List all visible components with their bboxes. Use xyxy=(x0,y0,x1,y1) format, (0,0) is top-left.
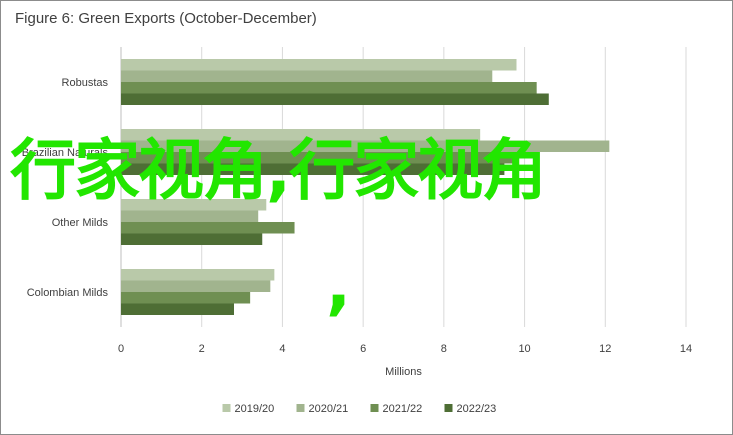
bar-2021-22 xyxy=(121,82,537,94)
x-tick-label: 4 xyxy=(279,343,285,355)
bar-2019-20 xyxy=(121,199,267,211)
x-tick-label: 8 xyxy=(441,343,447,355)
bar-2020-21 xyxy=(121,140,610,152)
legend-swatch xyxy=(444,404,453,412)
category-label: Colombian Milds xyxy=(27,287,109,299)
bar-2020-21 xyxy=(121,280,271,292)
bar-2019-20 xyxy=(121,129,481,141)
legend-label: 2019/20 xyxy=(235,403,275,415)
bar-2021-22 xyxy=(121,222,295,234)
chart-title: Figure 6: Green Exports (October-Decembe… xyxy=(15,10,317,27)
legend-label: 2022/23 xyxy=(457,403,497,415)
bar-2022-23 xyxy=(121,163,505,175)
bar-2020-21 xyxy=(121,70,493,82)
bar-2019-20 xyxy=(121,59,517,71)
bar-2021-22 xyxy=(121,292,251,304)
bar-2022-23 xyxy=(121,233,263,245)
category-label: Brazilian Naturals xyxy=(22,147,109,159)
x-tick-label: 12 xyxy=(599,343,611,355)
bar-2021-22 xyxy=(121,152,517,164)
watermark-overlay-comma: , xyxy=(326,246,352,323)
x-tick-label: 2 xyxy=(199,343,205,355)
legend-label: 2021/22 xyxy=(383,403,423,415)
x-tick-label: 0 xyxy=(118,343,124,355)
x-tick-label: 14 xyxy=(680,343,692,355)
bar-2022-23 xyxy=(121,93,549,105)
legend-label: 2020/21 xyxy=(309,403,349,415)
legend-swatch xyxy=(222,404,231,412)
category-label: Robustas xyxy=(62,77,109,89)
watermark-overlay-text: 行家视角,行家视角 xyxy=(10,132,547,209)
bar-2020-21 xyxy=(121,210,259,222)
x-tick-label: 6 xyxy=(360,343,366,355)
legend-swatch xyxy=(296,404,305,412)
category-label: Other Milds xyxy=(52,217,109,229)
bar-2019-20 xyxy=(121,269,275,281)
legend-swatch xyxy=(370,404,379,412)
x-axis-title: Millions xyxy=(385,366,422,378)
bar-2022-23 xyxy=(121,303,234,315)
x-tick-label: 10 xyxy=(518,343,530,355)
